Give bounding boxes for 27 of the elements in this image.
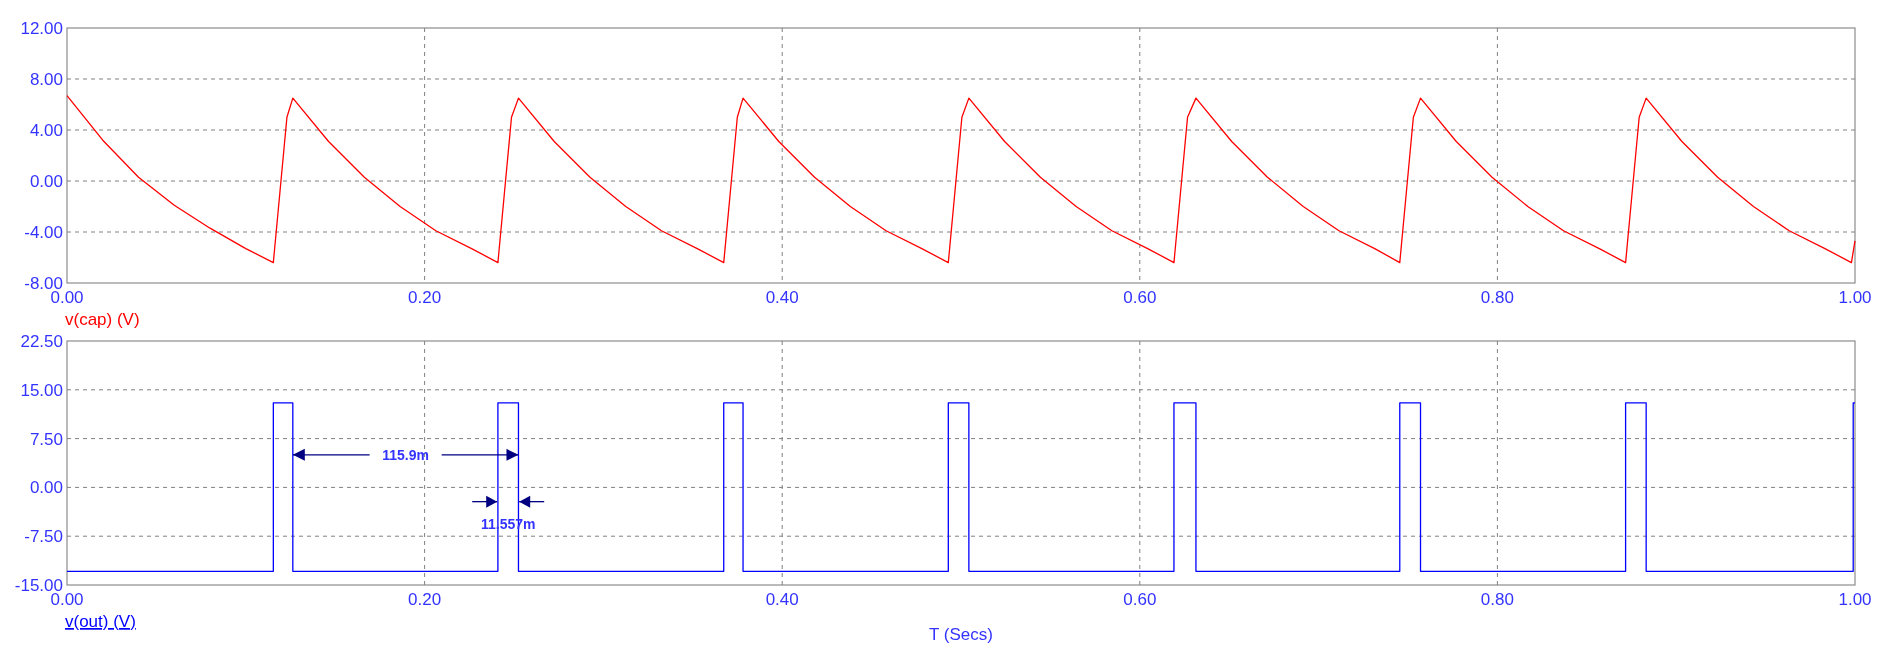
x-axis-title: T (Secs)	[929, 625, 993, 644]
y-tick-label: 0.00	[29, 171, 63, 191]
x-tick-label: 0.80	[1480, 590, 1514, 609]
y-tick-label: 7.50	[29, 429, 63, 449]
y-tick-label: 22.50	[20, 331, 63, 351]
y-tick-label: 15.00	[20, 380, 63, 400]
text: 0.60	[1123, 288, 1157, 307]
text: 0.20	[408, 288, 442, 307]
x-tick-label: 0.20	[408, 590, 442, 609]
y-tick-label: 4.00	[29, 120, 63, 140]
y-tick-label: 12.00	[20, 18, 63, 38]
annotation: 115.9m	[382, 446, 430, 463]
x-tick-label: 0.40	[765, 590, 799, 609]
x-tick-label: 1.00	[1838, 590, 1872, 609]
y-tick-label: 0.00	[29, 478, 63, 498]
text: v(cap) (V)	[65, 310, 140, 329]
line-series	[66, 94, 1856, 264]
text: 0.00	[50, 288, 84, 307]
x-tick-label: 0.60	[1123, 590, 1157, 609]
x-tick-label: 0.00	[50, 590, 84, 609]
y-tick-label: -4.00	[24, 222, 63, 242]
text: v(out) (V)	[65, 612, 136, 631]
text: 0.40	[765, 288, 799, 307]
y-tick-label: -7.50	[24, 527, 63, 547]
text: 0.80	[1480, 288, 1514, 307]
y-tick-label: 8.00	[29, 69, 63, 89]
text: 1.00	[1838, 288, 1872, 307]
